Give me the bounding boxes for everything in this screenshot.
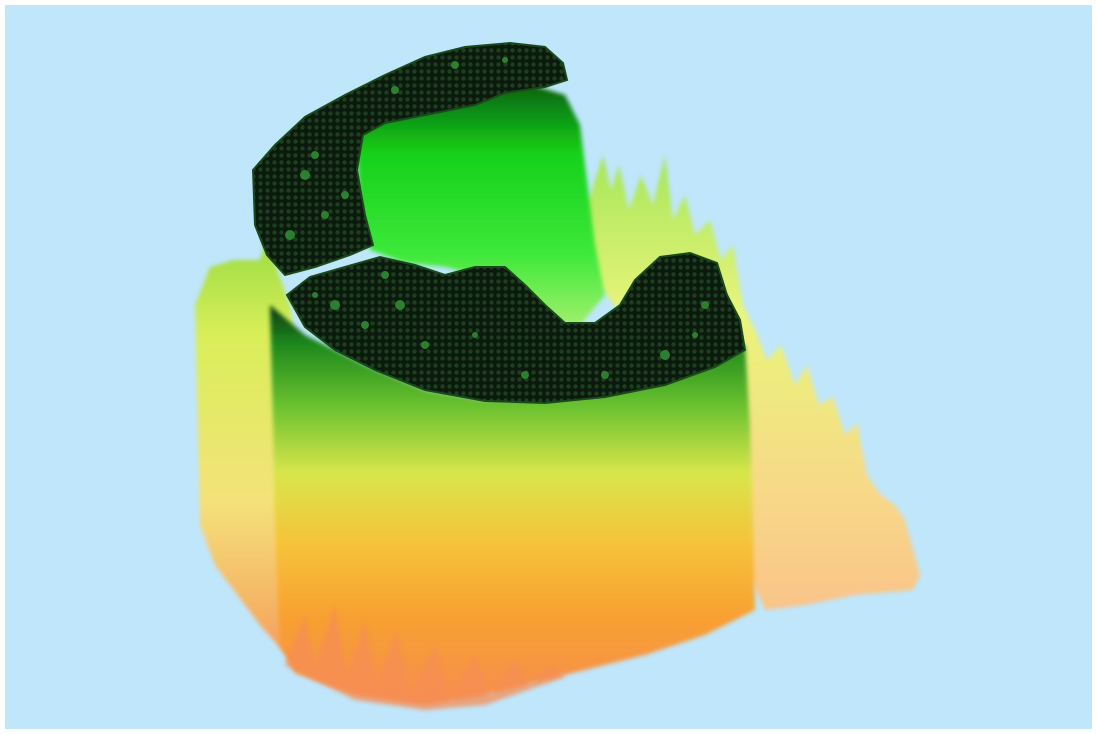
surface-highlights [285, 57, 709, 379]
inner-bowl [355, 80, 605, 325]
lower-ridge [285, 251, 747, 405]
front-face [270, 305, 755, 705]
terrain-render [195, 41, 920, 710]
upper-ridge [251, 41, 569, 277]
bottom-spikes [285, 605, 565, 710]
